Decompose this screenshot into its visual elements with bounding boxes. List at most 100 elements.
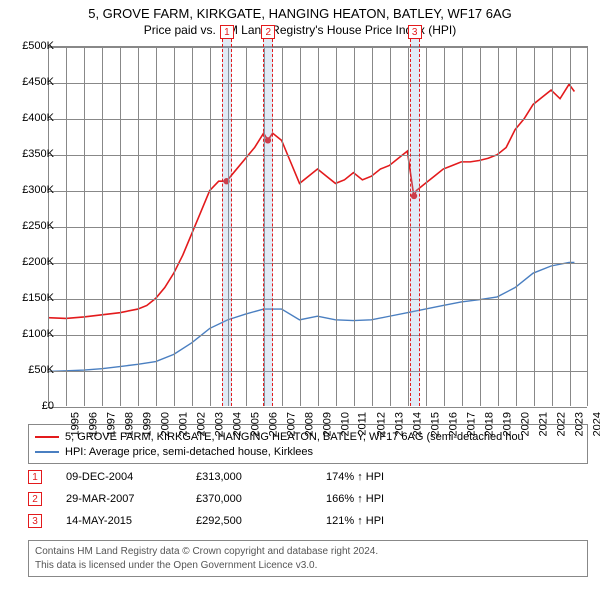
gridline-v [102,47,103,406]
x-tick-label: 1998 [123,412,135,436]
gridline-v [372,47,373,406]
gridline-v [210,47,211,406]
gridline-v [390,47,391,406]
transaction-index-marker: 1 [28,470,42,484]
x-tick-label: 2022 [555,412,567,436]
y-tick-label: £0 [42,400,54,412]
x-tick-label: 1999 [141,412,153,436]
gridline-v [120,47,121,406]
transaction-band [222,39,232,406]
gridline-v [84,47,85,406]
transaction-price: £313,000 [196,471,326,483]
transaction-index-marker: 3 [28,514,42,528]
x-tick-label: 2014 [411,412,423,436]
transaction-band-marker: 2 [261,25,275,39]
gridline-v [462,47,463,406]
transaction-date: 14-MAY-2015 [66,515,196,527]
transaction-index-marker: 2 [28,492,42,506]
gridline-v [282,47,283,406]
footer-line-2: This data is licensed under the Open Gov… [35,559,581,573]
x-tick-label: 2002 [195,412,207,436]
transaction-band [410,39,420,406]
y-tick-label: £200K [22,256,54,268]
y-tick-label: £500K [22,40,54,52]
gridline-v [336,47,337,406]
transaction-date: 29-MAR-2007 [66,493,196,505]
chart-title: 5, GROVE FARM, KIRKGATE, HANGING HEATON,… [0,0,600,21]
transaction-pct-vs-hpi: 174% ↑ HPI [326,471,416,483]
y-tick-label: £150K [22,292,54,304]
x-tick-label: 2012 [375,412,387,436]
x-tick-label: 2007 [285,412,297,436]
x-tick-label: 2017 [465,412,477,436]
gridline-v [138,47,139,406]
x-tick-label: 2008 [303,412,315,436]
x-tick-label: 1996 [87,412,99,436]
gridline-v [516,47,517,406]
transactions-table: 1 09-DEC-2004£313,000174% ↑ HPI 2 29-MAR-20… [28,466,588,532]
x-tick-label: 2009 [321,412,333,436]
y-tick-label: £250K [22,220,54,232]
gridline-v [426,47,427,406]
transaction-row: 2 29-MAR-2007£370,000166% ↑ HPI [28,488,588,510]
x-tick-label: 2024 [591,412,600,436]
gridline-v [300,47,301,406]
gridline-h [48,407,587,408]
transaction-pct-vs-hpi: 121% ↑ HPI [326,515,416,527]
x-tick-label: 2023 [573,412,585,436]
gridline-v [534,47,535,406]
gridline-v [156,47,157,406]
x-tick-label: 2015 [429,412,441,436]
x-tick-label: 1995 [69,412,81,436]
gridline-v [246,47,247,406]
gridline-v [354,47,355,406]
gridline-v [570,47,571,406]
gridline-v [174,47,175,406]
transaction-band-marker: 3 [408,25,422,39]
x-tick-label: 2016 [447,412,459,436]
x-tick-label: 2010 [339,412,351,436]
gridline-v [552,47,553,406]
transaction-band [263,39,273,406]
x-tick-label: 2005 [249,412,261,436]
legend-swatch [35,451,59,453]
legend-swatch [35,436,59,438]
x-tick-label: 2018 [483,412,495,436]
x-tick-label: 2003 [213,412,225,436]
y-tick-label: £450K [22,76,54,88]
transaction-pct-vs-hpi: 166% ↑ HPI [326,493,416,505]
x-tick-label: 2006 [267,412,279,436]
series-line-hpi [48,262,574,371]
x-tick-label: 2001 [177,412,189,436]
legend-row: HPI: Average price, semi-detached house,… [35,444,581,459]
gridline-v [318,47,319,406]
x-tick-label: 2000 [159,412,171,436]
y-tick-label: £100K [22,328,54,340]
x-tick-label: 2013 [393,412,405,436]
transaction-row: 1 09-DEC-2004£313,000174% ↑ HPI [28,466,588,488]
y-tick-label: £50K [28,364,54,376]
transaction-date: 09-DEC-2004 [66,471,196,483]
footer-line-1: Contains HM Land Registry data © Crown c… [35,545,581,559]
gridline-v [498,47,499,406]
gridline-v [66,47,67,406]
y-tick-label: £400K [22,112,54,124]
x-tick-label: 2021 [537,412,549,436]
transaction-price: £370,000 [196,493,326,505]
chart-plot-area: 123 [48,46,588,406]
transaction-price: £292,500 [196,515,326,527]
x-tick-label: 2019 [501,412,513,436]
gridline-v [480,47,481,406]
x-tick-label: 2020 [519,412,531,436]
footer-attribution: Contains HM Land Registry data © Crown c… [28,540,588,577]
x-tick-label: 1997 [105,412,117,436]
transaction-row: 3 14-MAY-2015£292,500121% ↑ HPI [28,510,588,532]
chart-subtitle: Price paid vs. HM Land Registry's House … [0,21,600,37]
y-tick-label: £350K [22,148,54,160]
gridline-v [192,47,193,406]
x-tick-label: 2004 [231,412,243,436]
transaction-band-marker: 1 [220,25,234,39]
gridline-v [444,47,445,406]
y-tick-label: £300K [22,184,54,196]
legend-label: HPI: Average price, semi-detached house,… [65,446,313,458]
